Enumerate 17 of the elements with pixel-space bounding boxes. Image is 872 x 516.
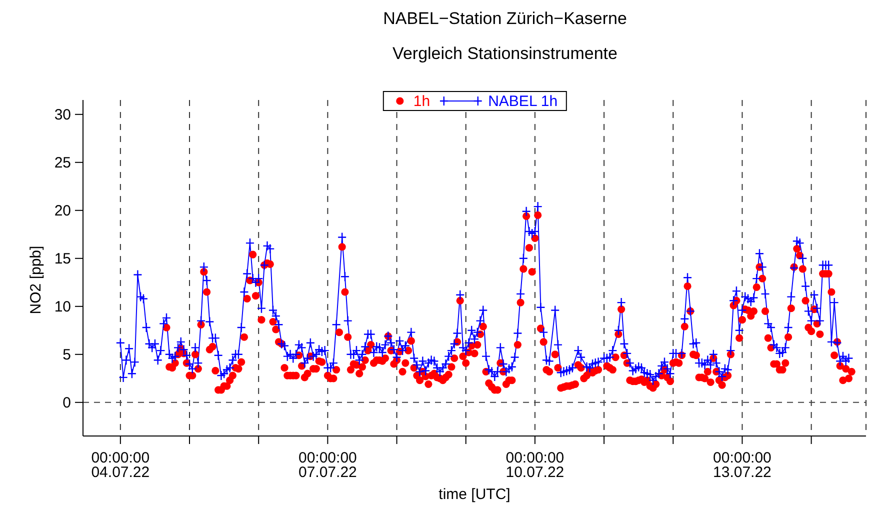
chart-title: NABEL−Station Zürich−Kaserne: [383, 9, 627, 29]
legend-label: NABEL 1h: [487, 92, 558, 110]
y-tick-label: 10: [54, 298, 71, 316]
x-tick-label: 00:00:00 07.07.22: [298, 450, 357, 481]
x-tick-label: 00:00:00 04.07.22: [91, 450, 150, 481]
y-tick-label: 30: [54, 106, 71, 124]
y-tick-label: 15: [54, 250, 71, 268]
y-axis-title: NO2 [ppb]: [28, 246, 44, 314]
y-tick-label: 0: [62, 394, 71, 412]
y-tick-label: 25: [54, 154, 71, 172]
x-axis-title: time [UTC]: [438, 486, 510, 503]
chart-subtitle: Vergleich Stationsinstrumente: [392, 44, 618, 64]
x-tick-label: 00:00:00 13.07.22: [713, 450, 772, 481]
y-tick-label: 5: [62, 346, 71, 364]
legend-label: 1h: [412, 92, 430, 110]
y-tick-label: 20: [54, 202, 71, 220]
x-tick-label: 00:00:00 10.07.22: [506, 450, 564, 481]
